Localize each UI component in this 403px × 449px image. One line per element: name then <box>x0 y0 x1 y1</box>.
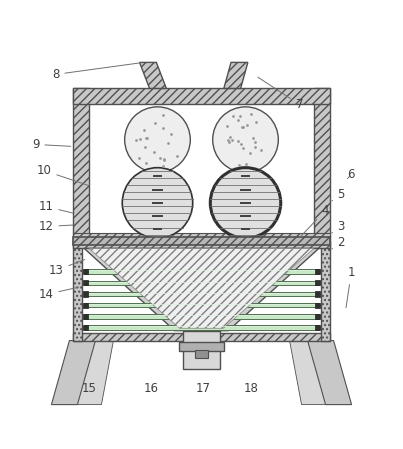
Text: 4: 4 <box>299 204 329 238</box>
Bar <box>73 238 330 245</box>
Circle shape <box>213 107 278 172</box>
Text: 12: 12 <box>38 220 73 233</box>
Polygon shape <box>84 248 319 330</box>
Bar <box>83 303 88 308</box>
Text: 8: 8 <box>52 63 141 81</box>
Text: 9: 9 <box>32 138 71 151</box>
Bar <box>195 350 208 358</box>
Bar <box>84 314 319 318</box>
Bar <box>83 325 88 330</box>
Polygon shape <box>75 340 114 405</box>
Bar <box>84 281 319 285</box>
Bar <box>83 280 88 285</box>
Bar <box>315 314 320 319</box>
Bar <box>84 326 319 330</box>
Bar <box>183 330 220 369</box>
Bar <box>73 88 330 104</box>
Text: 3: 3 <box>332 220 345 233</box>
Text: 1: 1 <box>346 266 355 308</box>
Bar <box>315 303 320 308</box>
Bar <box>73 333 330 340</box>
Polygon shape <box>307 340 351 405</box>
Polygon shape <box>139 62 166 88</box>
Bar <box>315 291 320 296</box>
Polygon shape <box>52 340 96 405</box>
Bar <box>73 88 89 241</box>
Bar <box>83 269 88 274</box>
Text: 13: 13 <box>48 260 85 277</box>
Bar <box>321 241 330 340</box>
Polygon shape <box>89 248 314 328</box>
Text: 6: 6 <box>347 168 355 181</box>
Text: 5: 5 <box>332 188 345 201</box>
Bar <box>84 269 319 274</box>
Text: 18: 18 <box>244 382 259 395</box>
Bar <box>315 280 320 285</box>
Text: 14: 14 <box>38 287 79 301</box>
Bar <box>73 241 82 340</box>
Bar <box>315 325 320 330</box>
Bar <box>83 314 88 319</box>
Text: 17: 17 <box>196 382 211 395</box>
Bar <box>314 88 330 241</box>
Text: 2: 2 <box>332 236 345 249</box>
Polygon shape <box>224 62 248 88</box>
Circle shape <box>210 167 281 238</box>
Bar <box>83 291 88 296</box>
Text: 7: 7 <box>258 77 303 111</box>
Circle shape <box>122 167 193 238</box>
Text: 10: 10 <box>37 164 89 185</box>
Text: 15: 15 <box>82 382 97 395</box>
Bar <box>315 269 320 274</box>
Text: 11: 11 <box>38 200 73 213</box>
Bar <box>73 233 330 241</box>
Bar <box>179 342 224 351</box>
Bar <box>73 241 330 248</box>
Bar <box>84 303 319 308</box>
Bar <box>84 292 319 296</box>
Circle shape <box>125 107 190 172</box>
Polygon shape <box>289 340 328 405</box>
Text: 16: 16 <box>144 382 159 395</box>
